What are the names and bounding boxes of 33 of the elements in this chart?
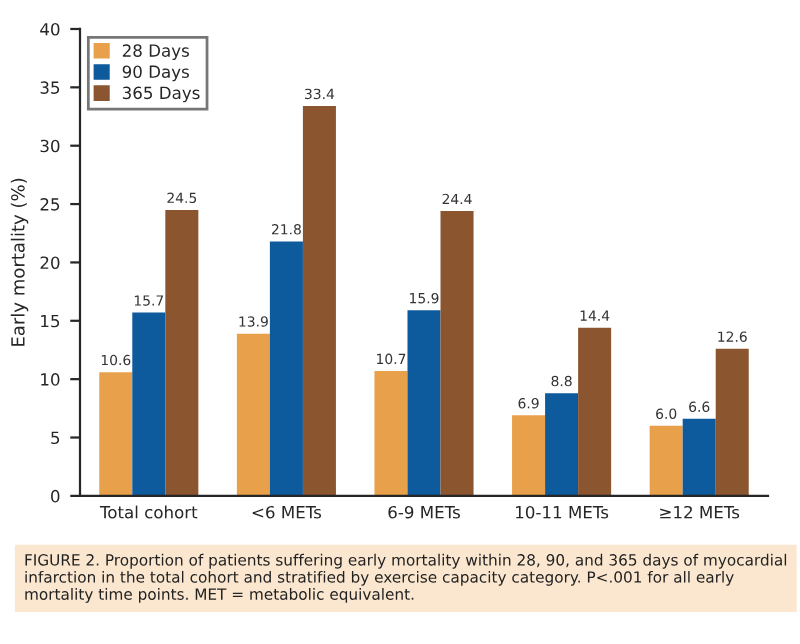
bar (374, 370, 408, 496)
x-tick-label: Total cohort (99, 505, 198, 519)
bar (578, 327, 612, 496)
x-tick-label: 10-11 METs (516, 505, 609, 519)
bar (269, 241, 303, 496)
y-tick-label: 40 (40, 22, 60, 36)
y-tick-label: 30 (40, 139, 60, 153)
y-tick-label: 20 (40, 256, 60, 269)
y-tick-label: 25 (40, 198, 60, 211)
bar (302, 106, 336, 496)
bar (165, 209, 199, 496)
y-axis-title: Early mortality (%) (10, 178, 29, 346)
y-tick-label: 15 (41, 314, 60, 328)
x-tick-label: 6-9 METs (388, 505, 460, 519)
bar (132, 312, 166, 496)
bar (649, 425, 683, 496)
bar (512, 415, 546, 496)
y-tick-label: 10 (41, 373, 60, 386)
y-tick-label: 5 (51, 431, 60, 445)
legend-label: 90 Days (122, 65, 189, 82)
legend-label: 28 Days (122, 44, 189, 61)
bar (682, 418, 716, 496)
bar (99, 372, 133, 496)
bar (440, 211, 474, 496)
bar (407, 310, 441, 496)
x-tick-label: <6 METs (252, 505, 322, 519)
bar (715, 348, 749, 496)
x-tick-label: ≥12 METs (660, 505, 740, 519)
legend-label: 365 Days (122, 86, 200, 103)
y-tick-label: 0 (51, 489, 60, 503)
bar (545, 393, 579, 496)
y-tick-label: 35 (40, 81, 60, 94)
bar (236, 333, 270, 496)
